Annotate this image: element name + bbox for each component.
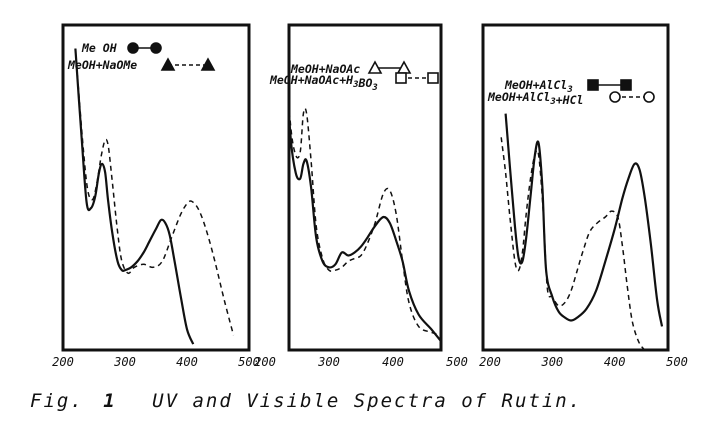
legend-marker-square-icon: [427, 72, 439, 84]
x-tick-label-300: 300: [113, 355, 136, 369]
legend-label: MeOH+AlCl3: [504, 78, 573, 95]
series-line-3-1: [504, 113, 664, 327]
legend-marker-triangle-icon: [160, 57, 176, 71]
figure-caption: Fig. 1 UV and Visible Spectra of Rutin.: [30, 390, 710, 424]
legend-label: MeOH+AlCl3+HCl: [487, 90, 583, 107]
series-line-1-1: [74, 48, 195, 345]
x-tick-label-200: 200: [254, 355, 276, 369]
legend-marker-triangle-icon: [200, 57, 216, 71]
x-tick-label-200: 200: [52, 355, 74, 369]
x-tick-label-400: 400: [604, 355, 626, 369]
legend-marker-square-icon: [395, 72, 407, 84]
series-line-2-2: [290, 107, 440, 336]
legend-marker-circle-icon: [643, 91, 655, 103]
series-line-1-2: [74, 48, 235, 336]
caption-fig-label: Fig.: [30, 390, 84, 412]
x-tick-label-500: 500: [238, 355, 260, 369]
panel-frame: [481, 23, 670, 352]
x-tick-label-400: 400: [176, 355, 198, 369]
legend-marker-circle-icon: [609, 91, 621, 103]
x-tick-label-300: 300: [540, 355, 563, 369]
legend-label: MeOH+NaOAc: [290, 62, 360, 76]
legend-marker-triangle-icon: [367, 60, 383, 74]
x-tick-label-200: 200: [479, 355, 501, 369]
x-tick-label-400: 400: [382, 355, 404, 369]
legend-marker-circle-icon: [150, 42, 162, 54]
x-tick-label-500: 500: [446, 355, 468, 369]
series-line-2-1: [290, 111, 440, 342]
legend-label: Me OH: [81, 41, 117, 55]
spectrum-panel-1: 200 300 400 500 Me OH MeOH+NaOMe: [52, 23, 260, 369]
legend-marker-square-icon: [587, 79, 599, 91]
x-tick-label-300: 300: [317, 355, 340, 369]
legend-marker-circle-icon: [127, 42, 139, 54]
x-tick-label-500: 500: [666, 355, 688, 369]
caption-text: UV and Visible Spectra of Rutin.: [152, 390, 583, 412]
panel-frame: [287, 23, 443, 352]
panel-frame: [61, 23, 251, 352]
legend-label: MeOH+NaOAc+H3BO3: [269, 73, 378, 93]
series-line-3-2: [500, 137, 645, 349]
legend-label: MeOH+NaOMe: [67, 58, 137, 72]
legend-marker-square-icon: [620, 79, 632, 91]
caption-figure-number: 1: [103, 390, 117, 412]
